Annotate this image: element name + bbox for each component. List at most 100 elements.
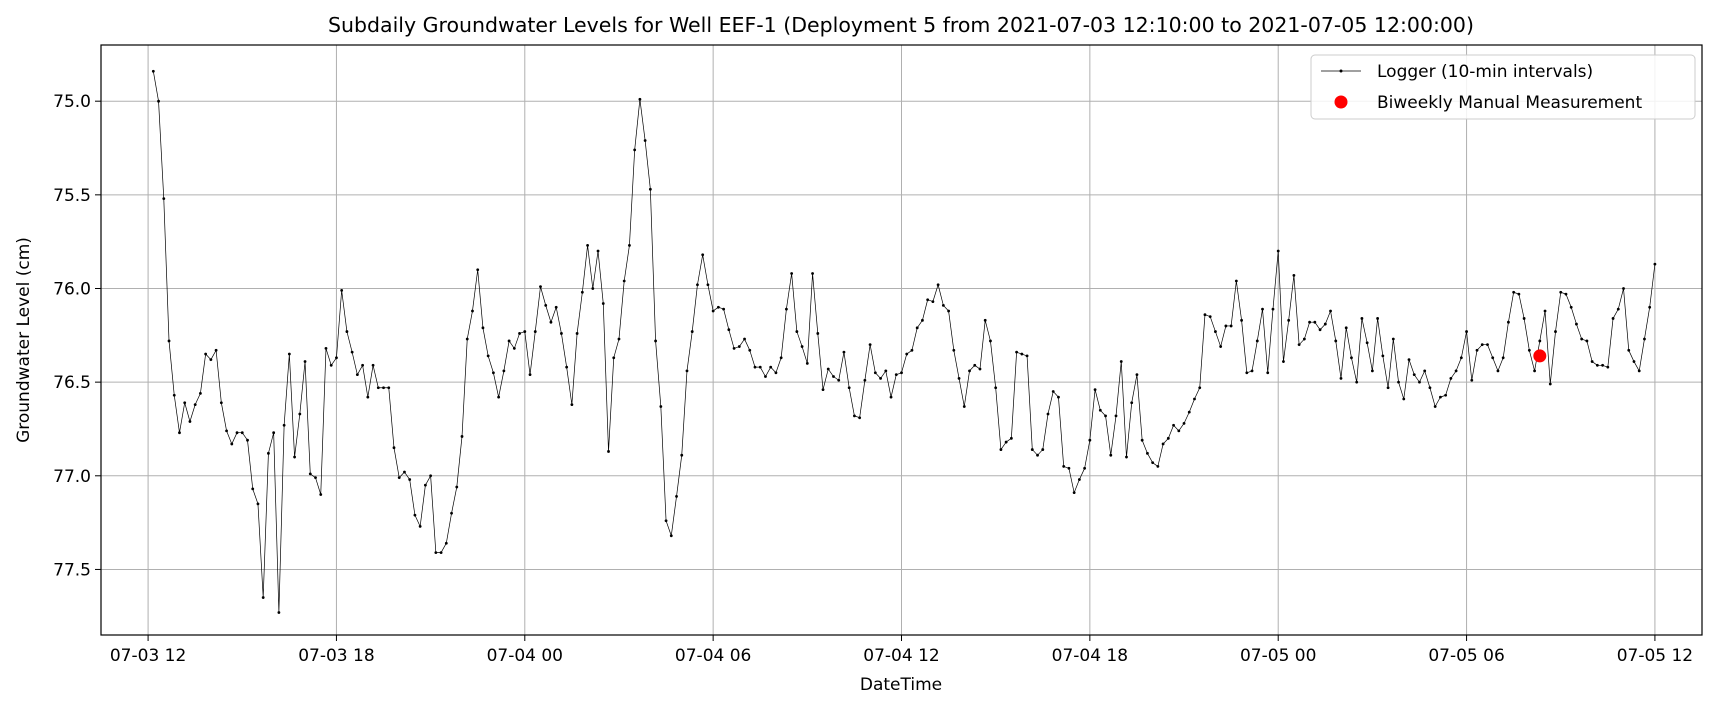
logger-data-point	[1009, 436, 1013, 440]
logger-data-point	[1130, 401, 1134, 405]
logger-data-point	[1470, 378, 1474, 382]
logger-data-point	[847, 386, 851, 390]
logger-data-point	[1402, 397, 1406, 401]
logger-data-point	[994, 386, 998, 390]
logger-data-point	[314, 476, 317, 480]
logger-data-point	[873, 371, 877, 375]
logger-data-point	[350, 350, 354, 354]
logger-data-point	[167, 339, 171, 343]
logger-data-point	[408, 478, 412, 481]
logger-data-point	[832, 375, 835, 378]
logger-data-point	[298, 412, 302, 416]
logger-data-point	[319, 493, 323, 496]
logger-data-point	[1119, 360, 1123, 363]
logger-data-point	[1198, 386, 1202, 390]
logger-data-point	[1444, 393, 1448, 397]
logger-data-point	[1355, 380, 1359, 384]
logger-data-point	[418, 524, 422, 528]
logger-data-point	[575, 332, 579, 335]
logger-data-point	[1527, 348, 1531, 352]
logger-data-point	[246, 438, 249, 442]
logger-data-point	[1245, 371, 1249, 375]
logger-data-point	[643, 139, 647, 142]
logger-data-point	[706, 283, 710, 287]
logger-data-point	[1344, 326, 1348, 330]
x-tick-label: 07-05 00	[1240, 646, 1316, 666]
logger-data-point	[387, 386, 391, 390]
logger-data-point	[1643, 337, 1646, 341]
x-axis-label: DateTime	[860, 675, 942, 695]
logger-data-point	[1193, 397, 1196, 401]
logger-data-point	[1627, 348, 1631, 352]
logger-data-point	[1360, 317, 1364, 320]
y-tick-label: 77.0	[53, 467, 91, 487]
logger-data-point	[868, 343, 872, 347]
logger-data-point	[403, 470, 406, 474]
y-tick-label: 76.5	[53, 373, 91, 393]
logger-data-point	[1203, 313, 1207, 317]
logger-data-point	[1240, 318, 1243, 322]
logger-data-point	[1182, 421, 1186, 425]
logger-data-point	[680, 453, 684, 457]
logger-data-point	[999, 448, 1003, 451]
plot-frame	[100, 44, 1703, 636]
logger-data-point	[188, 420, 192, 423]
logger-data-point	[732, 347, 736, 350]
logger-data-point	[1151, 461, 1155, 465]
logger-data-point	[1098, 408, 1102, 412]
logger-data-point	[628, 244, 631, 247]
logger-data-point	[560, 332, 563, 335]
logger-data-point	[1287, 318, 1291, 322]
logger-data-point	[947, 309, 950, 313]
logger-data-point	[267, 451, 270, 455]
logger-data-point	[696, 283, 699, 287]
logger-data-point	[423, 483, 427, 487]
logger-data-point	[1266, 371, 1270, 375]
logger-data-point	[900, 371, 903, 375]
logger-data-point	[261, 596, 265, 599]
logger-data-point	[701, 253, 705, 257]
logger-data-point	[1538, 339, 1542, 343]
logger-data-point	[811, 272, 814, 275]
logger-data-point	[1261, 307, 1264, 311]
logger-data-point	[1653, 262, 1657, 266]
logger-data-point	[989, 339, 992, 343]
logger-data-point	[1255, 339, 1259, 343]
logger-data-point	[1428, 386, 1432, 390]
logger-data-point	[397, 476, 401, 480]
logger-data-point	[638, 97, 642, 101]
legend-logger-label: Logger (10-min intervals)	[1377, 62, 1593, 82]
logger-data-point	[685, 369, 689, 373]
logger-data-point	[1543, 309, 1547, 313]
logger-data-point	[580, 290, 584, 294]
logger-data-point	[1439, 395, 1442, 399]
logger-data-point	[607, 450, 610, 453]
logger-data-point	[549, 320, 553, 324]
logger-data-point	[429, 474, 433, 478]
logger-data-point	[931, 300, 935, 303]
logger-data-point	[1601, 363, 1604, 367]
logger-data-point	[162, 197, 166, 200]
logger-data-point	[601, 302, 605, 305]
logger-data-point	[277, 611, 281, 614]
logger-data-point	[1648, 305, 1652, 309]
logger-data-point	[962, 405, 966, 408]
logger-data-point	[209, 358, 213, 362]
logger-data-point	[570, 403, 574, 407]
logger-data-point	[340, 288, 344, 292]
axes: 07-03 12 07-03 18 07-04 00 07-04 06 07-04 12…	[53, 92, 1693, 666]
logger-data-point	[675, 495, 678, 498]
y-axis-label: Groundwater Level (cm)	[14, 237, 34, 443]
logger-data-point	[1140, 438, 1144, 442]
x-tick-label: 07-05 06	[1428, 646, 1504, 666]
logger-data-point	[1208, 315, 1212, 318]
logger-data-point	[1187, 410, 1191, 414]
logger-data-point	[879, 377, 882, 380]
logger-data-point	[821, 388, 825, 392]
logger-data-point	[361, 363, 364, 367]
logger-data-point	[941, 303, 945, 307]
logger-data-point	[533, 330, 537, 333]
logger-data-point	[622, 279, 626, 283]
logger-data-point	[785, 307, 788, 311]
logger-data-point	[444, 541, 448, 545]
